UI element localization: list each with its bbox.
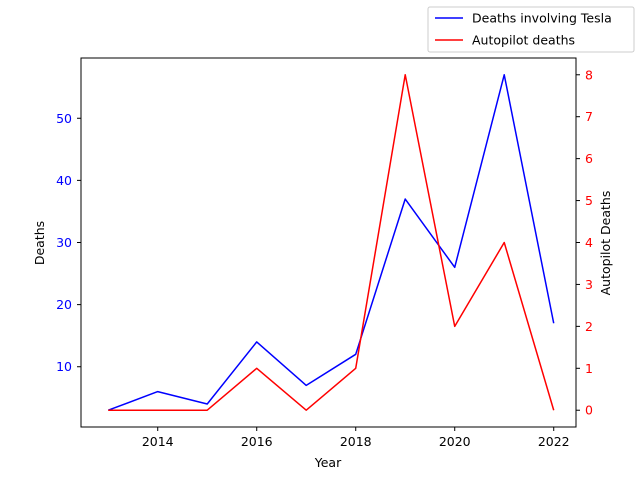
right-y-tick-label: 3	[585, 277, 593, 292]
right-y-tick-label: 1	[585, 361, 593, 376]
right-y-tick-label: 2	[585, 319, 593, 334]
x-tick-label: 2018	[340, 434, 372, 449]
right-y-tick-label: 0	[585, 403, 593, 418]
series-line-autopilot-deaths	[108, 74, 555, 411]
x-axis-label: Year	[314, 455, 342, 470]
left-y-tick-label: 20	[56, 297, 72, 312]
x-tick-label: 2022	[538, 434, 570, 449]
left-y-tick-label: 10	[56, 359, 72, 374]
right-y-axis-label: Autopilot Deaths	[598, 191, 613, 296]
left-y-axis: 10 20 30 40 50	[56, 111, 81, 374]
left-y-tick-label: 50	[56, 111, 72, 126]
legend-label-autopilot: Autopilot deaths	[472, 33, 575, 48]
right-y-tick-label: 8	[585, 67, 593, 82]
series-line-tesla-deaths	[107, 74, 555, 411]
left-y-axis-label: Deaths	[32, 221, 47, 265]
legend: Deaths involving Tesla Autopilot deaths	[427, 6, 635, 53]
right-y-tick-label: 4	[585, 235, 593, 250]
x-tick-label: 2014	[142, 434, 174, 449]
series-lines	[107, 74, 555, 411]
right-y-axis: 0 1 2 3 4 5 6 7 8	[576, 67, 593, 418]
legend-box	[427, 6, 635, 53]
x-tick-label: 2020	[439, 434, 471, 449]
right-y-tick-label: 7	[585, 109, 593, 124]
legend-label-tesla: Deaths involving Tesla	[472, 11, 612, 26]
right-y-tick-label: 5	[585, 193, 593, 208]
left-y-tick-label: 30	[56, 235, 72, 250]
left-y-tick-label: 40	[56, 173, 72, 188]
x-axis: 2014 2016 2018 2020 2022	[142, 427, 570, 449]
x-tick-label: 2016	[241, 434, 273, 449]
right-y-tick-label: 6	[585, 151, 593, 166]
